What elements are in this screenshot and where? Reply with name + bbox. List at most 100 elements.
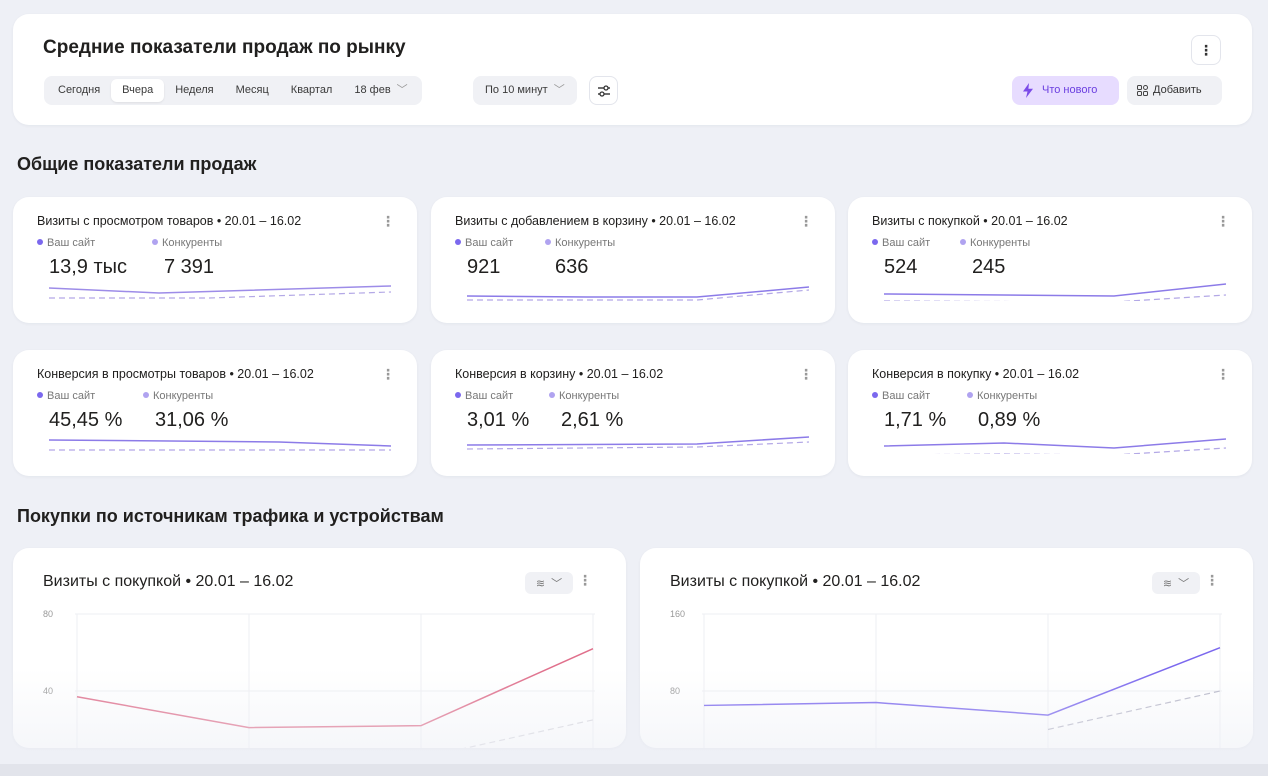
y-tick-label: 40 (43, 686, 54, 696)
legend-competitors-label: Конкуренты (555, 237, 616, 249)
metric-card[interactable]: Конверсия в корзину • 20.01 – 16.02 ⋮ Ва… (431, 350, 835, 476)
metric-title: Конверсия в корзину • 20.01 – 16.02 (455, 367, 664, 381)
sparkline (49, 439, 391, 451)
period-today[interactable]: Сегодня (58, 84, 101, 96)
whats-new-button[interactable]: Что нового (1012, 76, 1119, 105)
sparkline-own (467, 436, 809, 446)
metric-title: Визиты с добавлением в корзину • 20.01 –… (455, 214, 736, 228)
legend-competitors-label: Конкуренты (559, 390, 620, 402)
legend-competitors: Конкуренты (143, 390, 213, 402)
metric-card[interactable]: Визиты с покупкой • 20.01 – 16.02 ⋮ Ваш … (848, 197, 1252, 323)
metric-value-competitors: 2,61 % (561, 409, 624, 431)
sparkline-own (884, 438, 1226, 449)
sliders-icon (597, 84, 610, 97)
metric-card[interactable]: Визиты с просмотром товаров • 20.01 – 16… (13, 197, 417, 323)
chart-type-dropdown[interactable]: ≋ ﹀ (1152, 572, 1200, 594)
sparkline (49, 285, 391, 299)
metric-value-own: 1,71 % (884, 409, 947, 431)
metric-title: Визиты с просмотром товаров • 20.01 – 16… (37, 214, 302, 228)
widgets-icon (1137, 85, 1148, 96)
sparkline-competitors (467, 289, 809, 301)
legend-own: Ваш сайт (37, 237, 95, 249)
filters-button[interactable] (589, 76, 618, 105)
granularity-dropdown[interactable]: По 10 минут ﹀ (473, 76, 577, 105)
header-menu-button[interactable]: ⋮ (1191, 35, 1221, 65)
legend-competitors: Конкуренты (549, 390, 619, 402)
dot-icon (872, 239, 878, 245)
add-button[interactable]: Добавить (1127, 76, 1222, 105)
line-chart (702, 613, 1222, 748)
date-dropdown[interactable]: 18 фев ﹀ (343, 79, 418, 102)
more-icon[interactable]: ⋮ (799, 213, 813, 229)
legend-competitors: Конкуренты (960, 237, 1030, 249)
period-month[interactable]: Месяц (235, 84, 269, 96)
sparkline (467, 286, 809, 301)
sparkline (884, 283, 1226, 301)
page-title: Средние показатели продаж по рынку (43, 37, 406, 58)
period-yesterday[interactable]: Вчера (111, 79, 165, 102)
dot-icon (143, 392, 149, 398)
y-tick-label: 80 (43, 609, 54, 619)
more-icon[interactable]: ⋮ (1216, 366, 1230, 382)
period-week[interactable]: Неделя (175, 84, 214, 96)
dot-icon (549, 392, 555, 398)
legend-own: Ваш сайт (455, 237, 513, 249)
metric-title: Визиты с покупкой • 20.01 – 16.02 (872, 214, 1068, 228)
legend-competitors-label: Конкуренты (977, 390, 1038, 402)
whats-new-label: Что нового (1042, 84, 1098, 96)
metric-value-competitors: 0,89 % (978, 409, 1041, 431)
dot-icon (152, 239, 158, 245)
legend-competitors: Конкуренты (545, 237, 615, 249)
metric-value-competitors: 31,06 % (155, 409, 229, 431)
more-icon[interactable]: ⋮ (578, 572, 592, 588)
sparkline-own (467, 286, 809, 298)
lightning-icon (1023, 83, 1033, 98)
y-tick-label: 160 (670, 609, 686, 619)
legend-own-label: Ваш сайт (882, 237, 931, 249)
metric-value-own: 524 (884, 256, 918, 278)
chevron-down-icon: ﹀ (553, 84, 565, 96)
period-quarter[interactable]: Квартал (290, 84, 333, 96)
dot-icon (455, 239, 461, 245)
chevron-down-icon: ﹀ (1178, 578, 1190, 590)
legend-competitors: Конкуренты (152, 237, 222, 249)
granularity-label: По 10 минут (485, 84, 548, 96)
sparkline (467, 436, 809, 450)
sparkline-competitors (884, 294, 1226, 301)
line-chart (75, 613, 595, 748)
metric-value-own: 45,45 % (49, 409, 123, 431)
chart-lines-icon: ≋ (1162, 577, 1173, 590)
metric-value-own: 3,01 % (467, 409, 530, 431)
more-icon[interactable]: ⋮ (799, 366, 813, 382)
sparkline-competitors (49, 291, 391, 299)
legend-own: Ваш сайт (872, 390, 930, 402)
dot-icon (545, 239, 551, 245)
header-card: Средние показатели продаж по рынку ⋮ Сег… (13, 14, 1252, 125)
dot-icon (455, 392, 461, 398)
more-icon[interactable]: ⋮ (381, 366, 395, 382)
metric-value-own: 13,9 тыс (49, 256, 128, 278)
metric-card[interactable]: Визиты с добавлением в корзину • 20.01 –… (431, 197, 835, 323)
section-title-traffic: Покупки по источникам трафика и устройст… (17, 506, 444, 526)
more-icon[interactable]: ⋮ (1216, 213, 1230, 229)
metric-value-own: 921 (467, 256, 501, 278)
metric-card[interactable]: Конверсия в просмотры товаров • 20.01 – … (13, 350, 417, 476)
metric-value-competitors: 636 (555, 256, 589, 278)
metric-card[interactable]: Конверсия в покупку • 20.01 – 16.02 ⋮ Ва… (848, 350, 1252, 476)
dot-icon (872, 392, 878, 398)
metric-value-competitors: 245 (972, 256, 1006, 278)
chart-title: Визиты с покупкой • 20.01 – 16.02 (43, 573, 294, 590)
chart-lines-icon: ≋ (535, 577, 546, 590)
chart-type-dropdown[interactable]: ≋ ﹀ (525, 572, 573, 594)
metric-title: Конверсия в покупку • 20.01 – 16.02 (872, 367, 1080, 381)
dot-icon (37, 239, 43, 245)
legend-competitors-label: Конкуренты (162, 237, 223, 249)
legend-own-label: Ваш сайт (465, 237, 514, 249)
bottom-bar (0, 764, 1268, 776)
chevron-down-icon: ﹀ (551, 578, 563, 590)
more-icon[interactable]: ⋮ (1205, 572, 1219, 588)
more-icon[interactable]: ⋮ (381, 213, 395, 229)
legend-competitors-label: Конкуренты (153, 390, 214, 402)
legend-own-label: Ваш сайт (882, 390, 931, 402)
legend-own-label: Ваш сайт (47, 390, 96, 402)
